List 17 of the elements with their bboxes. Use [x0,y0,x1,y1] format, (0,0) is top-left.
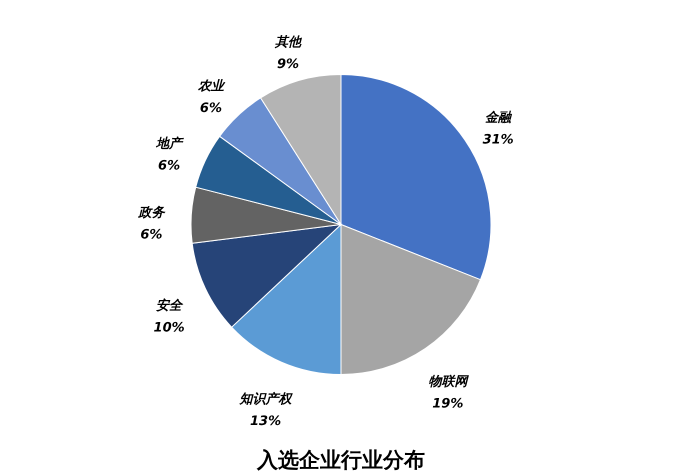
data-label: 31% [482,132,514,148]
slice-label: 农业 [196,78,226,94]
data-label: 6% [140,228,162,243]
slice-label: 知识产权 [238,390,294,407]
text: 入选企业行业分布 [256,448,425,472]
slice-label: 政务 [137,206,166,221]
slice-label: 安全 [156,297,184,314]
data-label: 9% [276,57,300,72]
data-label: 6% [158,158,180,174]
slice-label: 地产 [155,136,184,152]
data-label: 13% [250,414,282,429]
data-label: 19% [432,396,464,412]
slice-label: 物联网 [428,374,470,390]
data-label: 6% [200,100,222,116]
slice-label: 其他 [274,35,303,50]
data-label: 10% [154,320,185,336]
slice-label: 金融 [485,110,514,126]
